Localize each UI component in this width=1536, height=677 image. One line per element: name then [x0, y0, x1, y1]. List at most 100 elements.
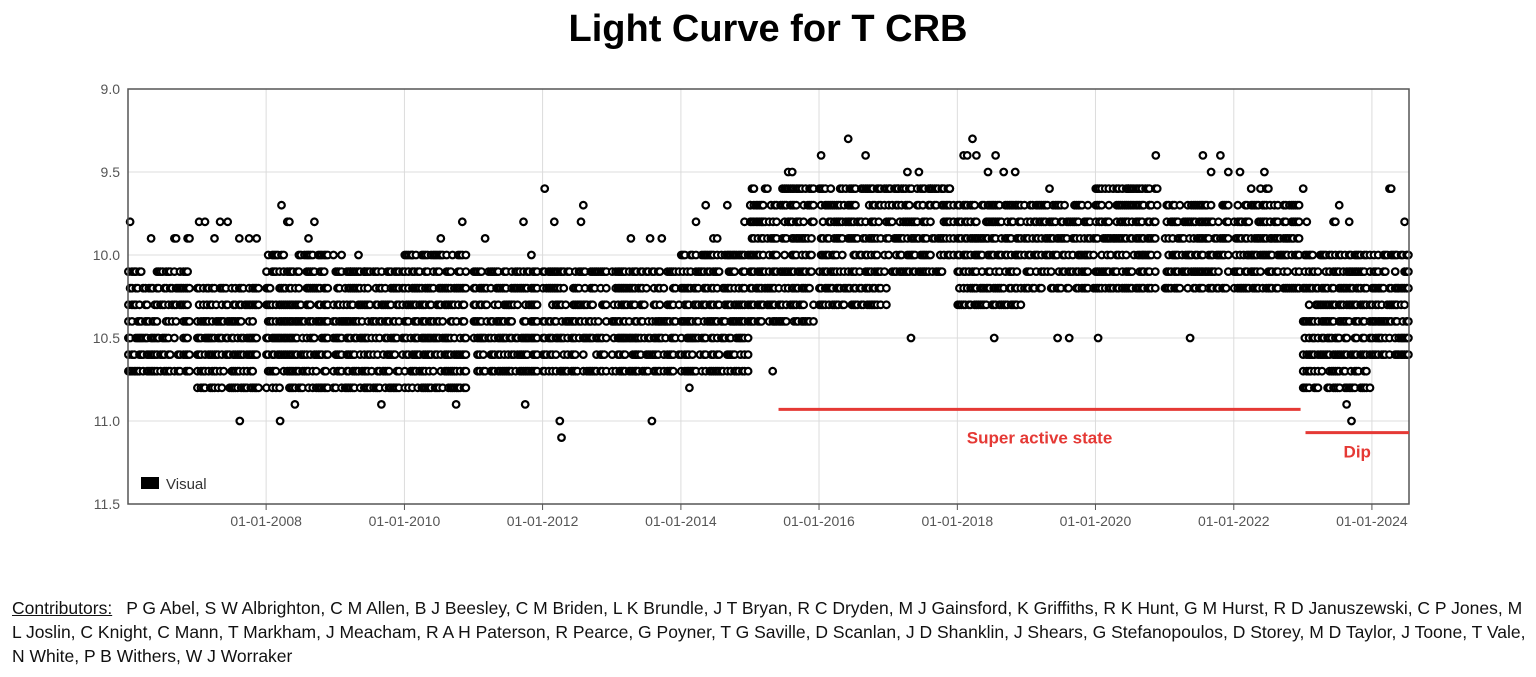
data-point — [1223, 200, 1233, 210]
data-point — [826, 184, 836, 194]
data-point — [714, 267, 724, 277]
data-point — [459, 300, 469, 310]
data-point — [1045, 184, 1054, 194]
data-point — [217, 383, 227, 393]
data-point — [1152, 250, 1162, 260]
data-point — [310, 217, 319, 227]
data-point — [989, 333, 999, 343]
data-point — [275, 383, 285, 393]
data-point — [354, 250, 363, 260]
data-point — [576, 217, 586, 227]
data-point — [781, 317, 791, 326]
data-point — [1313, 383, 1323, 393]
data-point — [294, 283, 304, 293]
data-point — [1308, 250, 1318, 260]
data-point — [655, 267, 665, 277]
data-point — [557, 433, 566, 443]
data-point — [461, 250, 471, 260]
data-point — [837, 250, 847, 260]
data-point — [601, 283, 611, 293]
data-point — [688, 350, 697, 360]
x-tick-label: 01-01-2020 — [1060, 513, 1132, 529]
data-point — [1256, 267, 1265, 277]
data-point — [513, 300, 522, 310]
data-point — [903, 167, 912, 177]
data-point — [477, 267, 486, 277]
data-point — [851, 200, 860, 210]
data-point — [1206, 200, 1216, 210]
data-point — [219, 366, 229, 376]
data-point — [880, 267, 889, 277]
data-point — [1246, 184, 1256, 194]
data-point — [384, 366, 394, 376]
data-point — [904, 200, 914, 210]
data-point — [1150, 217, 1160, 227]
data-point — [1093, 333, 1103, 343]
data-point — [691, 217, 701, 227]
data-point — [461, 283, 471, 293]
data-point — [319, 267, 329, 277]
data-point — [1152, 184, 1162, 194]
contributors-label: Contributors: — [12, 598, 113, 618]
data-point — [620, 350, 630, 360]
data-point — [507, 317, 517, 326]
data-point — [1104, 217, 1114, 227]
data-point — [1313, 267, 1323, 277]
data-point — [645, 233, 655, 243]
data-point — [136, 267, 146, 277]
data-point — [906, 333, 916, 343]
data-point — [887, 217, 897, 227]
data-point — [659, 283, 669, 293]
data-point — [461, 333, 471, 343]
data-point — [279, 250, 289, 260]
data-point — [1259, 167, 1269, 177]
data-point — [809, 217, 818, 227]
data-point — [223, 217, 233, 227]
data-point — [252, 233, 262, 243]
data-point — [559, 283, 569, 293]
data-point — [306, 300, 315, 310]
data-point — [183, 333, 193, 343]
data-point — [1083, 267, 1093, 277]
x-tick-label: 01-01-2012 — [507, 513, 579, 529]
data-point — [254, 300, 264, 310]
data-point — [1365, 383, 1375, 393]
annotations: Super active state Dip — [778, 407, 1409, 462]
data-point — [655, 300, 665, 310]
data-point — [390, 350, 400, 360]
data-point — [972, 217, 981, 227]
data-point — [310, 333, 319, 343]
data-point — [743, 366, 753, 376]
x-tick-label: 01-01-2018 — [922, 513, 994, 529]
data-point — [271, 366, 281, 376]
data-point — [730, 267, 739, 277]
data-point — [809, 317, 818, 326]
data-point — [926, 217, 935, 227]
x-tick-label: 01-01-2014 — [645, 513, 717, 529]
data-point — [626, 233, 636, 243]
data-point — [570, 350, 580, 360]
data-point — [1104, 200, 1114, 210]
y-axis-ticks: 9.0 9.5 10.0 10.5 11.0 11.5 — [93, 81, 120, 512]
data-point — [1016, 300, 1026, 310]
data-point — [640, 300, 649, 310]
data-point — [1390, 267, 1400, 277]
data-point — [807, 267, 816, 277]
data-point — [377, 400, 386, 409]
chart-grid — [128, 88, 1409, 505]
data-point — [183, 267, 193, 277]
legend[interactable]: Visual — [141, 476, 207, 493]
data-point — [1150, 283, 1160, 293]
data-point — [152, 317, 162, 326]
data-point — [937, 267, 947, 277]
data-point — [601, 300, 611, 310]
data-point — [1235, 167, 1245, 177]
data-point — [461, 366, 471, 376]
data-point — [290, 400, 300, 409]
data-point — [816, 150, 826, 160]
data-point — [434, 267, 444, 277]
contributors-names: P G Abel, S W Albrighton, C M Allen, B J… — [12, 598, 1526, 666]
data-point — [461, 383, 471, 393]
data-point — [799, 300, 809, 310]
data-point — [1317, 366, 1327, 376]
